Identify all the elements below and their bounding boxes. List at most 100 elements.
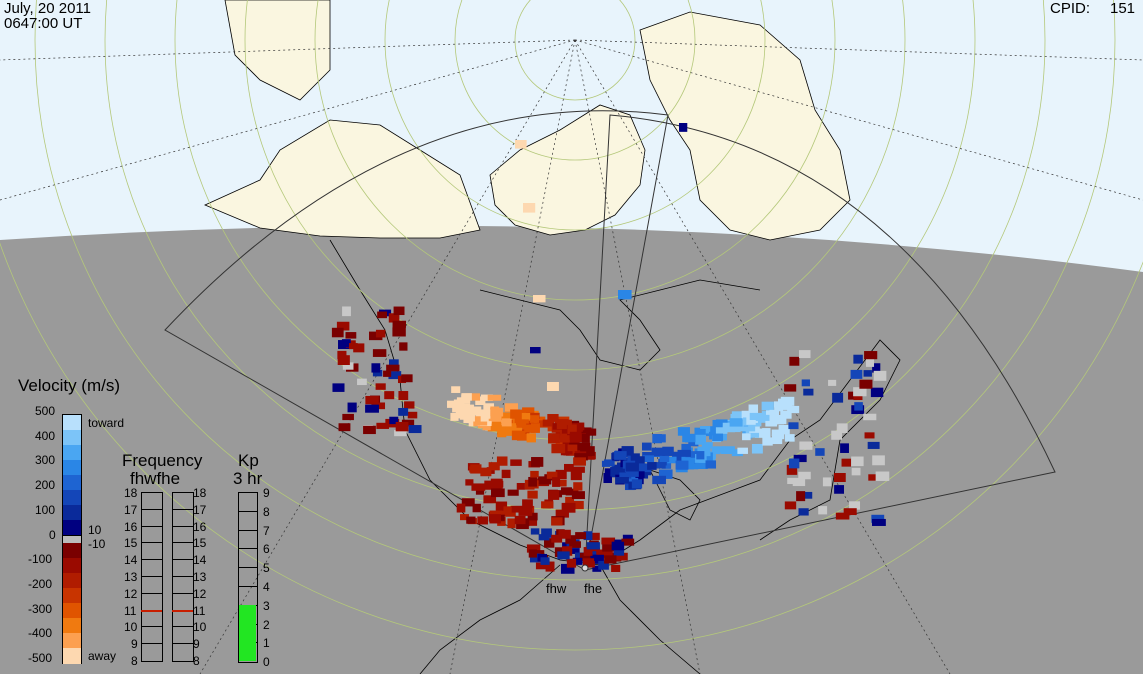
velocity-cell (490, 488, 505, 498)
velocity-cell (551, 517, 563, 526)
velocity-cell (798, 471, 811, 480)
velocity-title: Velocity (m/s) (18, 376, 121, 395)
frequency-tick-right: 14 (193, 553, 207, 568)
longitude-grid (0, 39, 1143, 674)
velocity-cell (516, 419, 526, 428)
kp-tick: 1 (263, 636, 270, 651)
velocity-cell (565, 535, 576, 544)
velocity-cell (696, 460, 708, 470)
frequency-tick-left: 12 (124, 586, 138, 601)
frequency-subtitle: fhwfhe (130, 469, 181, 488)
velocity-cell (480, 394, 493, 402)
velocity-cell (389, 359, 399, 368)
velocity-colorbar (62, 414, 82, 664)
velocity-cell (541, 528, 552, 538)
velocity-cell (574, 552, 585, 562)
velocity-cell (789, 356, 800, 366)
velocity-cell (545, 561, 555, 572)
velocity-cell (518, 506, 533, 516)
frequency-marker (141, 609, 162, 612)
velocity-cell (544, 538, 555, 548)
arctic-islands-land (489, 104, 646, 236)
velocity-cell (626, 467, 639, 477)
velocity-cell (551, 534, 563, 543)
velocity-cell (742, 433, 751, 441)
frequency-tick-right: 12 (193, 586, 207, 601)
velocity-tick-label: 500 (35, 404, 56, 418)
velocity-cell (843, 508, 857, 516)
velocity-cell (395, 421, 409, 432)
velocity-cell (398, 391, 409, 401)
frequency-tick-left: 11 (124, 603, 137, 618)
velocity-cell (840, 443, 849, 453)
velocity-cell (507, 489, 519, 496)
velocity-cell (611, 541, 625, 551)
colorbar-segment (63, 445, 81, 461)
velocity-cell (558, 479, 567, 487)
velocity-cell (337, 350, 347, 360)
velocity-cell (530, 423, 540, 433)
velocity-cell (633, 463, 647, 472)
kp-tick: 6 (263, 542, 270, 557)
velocity-cell (468, 406, 482, 416)
velocity-cell (342, 306, 351, 317)
frequency-tick-left: 8 (131, 654, 138, 668)
frequency-tick-right: 18 (193, 486, 207, 500)
velocity-cell (574, 453, 588, 461)
velocity-cell (488, 462, 500, 471)
velocity-cell (372, 349, 387, 357)
velocity-cell (470, 464, 482, 474)
velocity-cell (822, 477, 832, 487)
velocity-cell (851, 456, 864, 467)
velocity-tick-label: 100 (35, 502, 56, 517)
velocity-cell (548, 490, 560, 500)
velocity-cell (471, 483, 486, 491)
velocity-cell (569, 431, 581, 439)
velocity-cell (526, 544, 541, 553)
velocity-cell (480, 467, 492, 477)
velocity-cell (580, 442, 591, 452)
velocity-cell (363, 425, 376, 435)
velocity-cell (677, 427, 690, 436)
velocity-cell (461, 498, 475, 507)
velocity-cell (566, 558, 577, 568)
velocity-cell (712, 433, 724, 442)
velocity-cell (611, 564, 621, 573)
frequency-tick-right: 13 (193, 570, 207, 584)
kp-tick: 9 (263, 486, 270, 500)
frequency-tick-right: 10 (193, 620, 207, 635)
velocity-cell (801, 379, 810, 387)
velocity-cell (831, 430, 843, 440)
velocity-cell (371, 363, 381, 373)
velocity-cell (465, 479, 474, 486)
velocity-cell (715, 419, 728, 426)
velocity-cell (555, 469, 567, 480)
velocity-cell (541, 501, 554, 509)
velocity-cell (730, 413, 745, 421)
velocity-cell (365, 395, 379, 405)
velocity-cell (745, 428, 760, 438)
date-label: July, 20 2011 (4, 0, 92, 17)
velocity-cell (568, 546, 580, 554)
velocity-cell (834, 485, 845, 494)
velocity-cell (799, 441, 813, 450)
velocity-cell (451, 386, 461, 393)
velocity-tick-label: -200 (28, 576, 53, 591)
velocity-cell (337, 355, 350, 366)
velocity-cell (480, 414, 489, 422)
velocity-cell (788, 458, 800, 469)
velocity-cell (749, 412, 763, 420)
velocity-cell (531, 457, 544, 467)
kp-tick: 2 (263, 617, 270, 632)
velocity-cell (560, 563, 575, 574)
velocity-cell (497, 425, 506, 432)
velocity-cell (542, 419, 555, 427)
velocity-cell (786, 464, 798, 475)
frequency-gridline (172, 643, 193, 645)
colorbar-segment (63, 558, 81, 574)
velocity-cell (487, 394, 502, 401)
frequency-tick-left: 10 (124, 620, 138, 635)
velocity-cell (573, 500, 584, 510)
velocity-cell (461, 393, 472, 401)
velocity-cell (683, 457, 698, 464)
